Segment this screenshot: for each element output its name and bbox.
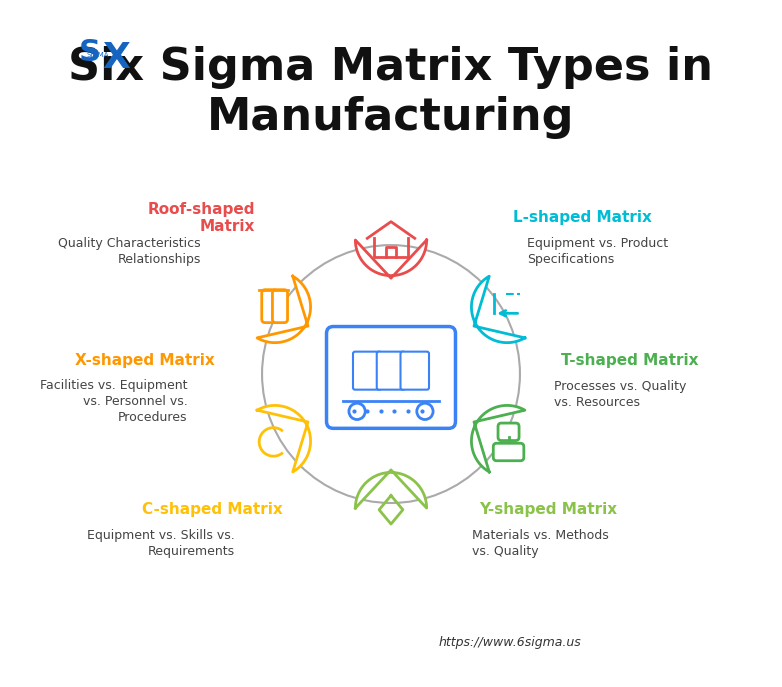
Polygon shape [257,276,310,343]
Text: Six Sigma Matrix Types in
Manufacturing: Six Sigma Matrix Types in Manufacturing [69,46,713,139]
Text: T-shaped Matrix: T-shaped Matrix [561,353,698,368]
Text: Roof-shaped
Matrix: Roof-shaped Matrix [148,202,255,234]
Text: Y-shaped Matrix: Y-shaped Matrix [479,502,617,517]
Polygon shape [472,405,525,472]
Polygon shape [355,240,427,278]
Text: https://www.6sigma.us: https://www.6sigma.us [438,636,581,649]
Polygon shape [257,405,310,472]
Text: L-shaped Matrix: L-shaped Matrix [513,210,652,225]
FancyBboxPatch shape [272,290,288,323]
FancyBboxPatch shape [353,352,382,390]
Text: SIGMA: SIGMA [87,52,109,58]
Text: S: S [79,38,101,67]
Text: X-shaped Matrix: X-shaped Matrix [75,353,214,368]
Text: Equipment vs. Skills vs.
Requirements: Equipment vs. Skills vs. Requirements [87,529,235,559]
Text: C-shaped Matrix: C-shaped Matrix [142,502,282,517]
FancyBboxPatch shape [327,326,455,428]
Text: Quality Characteristics
Relationships: Quality Characteristics Relationships [59,238,201,267]
Text: Processes vs. Quality
vs. Resources: Processes vs. Quality vs. Resources [554,380,687,409]
FancyBboxPatch shape [498,423,519,440]
Text: Materials vs. Methods
vs. Quality: Materials vs. Methods vs. Quality [472,529,609,559]
Text: X: X [102,41,131,76]
Polygon shape [472,276,525,343]
FancyBboxPatch shape [377,352,405,390]
FancyBboxPatch shape [493,443,524,461]
FancyBboxPatch shape [262,290,277,323]
FancyBboxPatch shape [400,352,429,390]
Text: Equipment vs. Product
Specifications: Equipment vs. Product Specifications [527,238,668,267]
Text: Facilities vs. Equipment
vs. Personnel vs.
Procedures: Facilities vs. Equipment vs. Personnel v… [40,379,188,424]
Polygon shape [355,470,427,508]
